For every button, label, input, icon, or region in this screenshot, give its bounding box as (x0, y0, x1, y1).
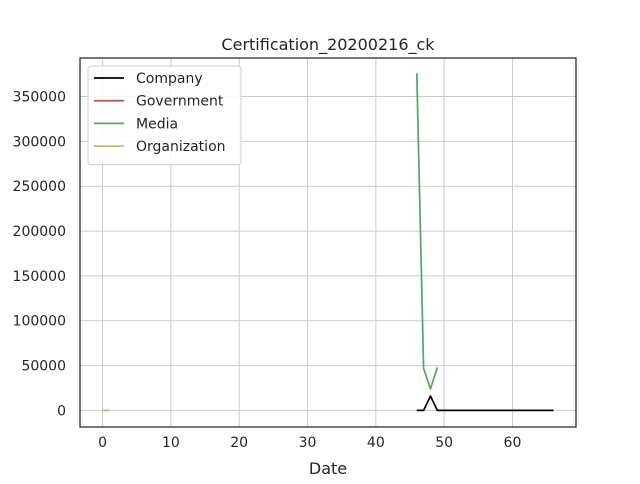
y-tick-label: 350000 (13, 90, 66, 106)
y-tick-label: 150000 (13, 269, 66, 285)
x-tick-label: 40 (367, 435, 385, 451)
x-tick-label: 50 (435, 435, 453, 451)
x-tick-label: 20 (230, 435, 248, 451)
x-tick-label: 60 (504, 435, 522, 451)
y-tick-label: 250000 (13, 179, 66, 195)
series-line-company (416, 395, 554, 412)
y-tick-label: 50000 (21, 359, 66, 375)
x-tick-label: 10 (162, 435, 180, 451)
legend: Company Government Media Organization (87, 65, 242, 166)
legend-label: Organization (136, 139, 226, 155)
series-lines (102, 73, 554, 412)
series-line-media (415, 73, 439, 390)
y-tick-label: 100000 (13, 314, 66, 330)
y-tick-label: 300000 (13, 134, 66, 150)
x-tick-label: 0 (98, 435, 107, 451)
y-tick-label: 0 (57, 403, 66, 419)
plot-frame (79, 57, 577, 428)
chart-title: Certification_20200216_ck (221, 35, 435, 55)
x-axis-title: Date (309, 459, 347, 478)
tick-labels: 0 10 20 30 40 50 60 0 50000 100000 150000 200000 250… (13, 90, 522, 451)
legend-label: Media (136, 116, 178, 132)
legend-label: Government (136, 94, 224, 110)
x-tick-label: 30 (299, 435, 317, 451)
y-tick-label: 200000 (13, 224, 66, 240)
legend-box (87, 65, 242, 166)
legend-label: Company (136, 71, 203, 87)
